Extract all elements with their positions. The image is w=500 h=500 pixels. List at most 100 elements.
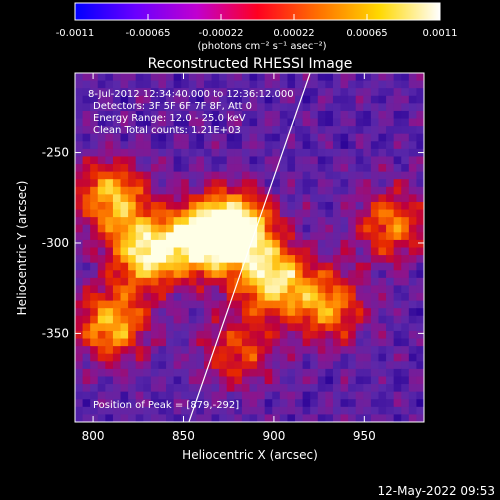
heatmap-cell [340, 308, 349, 317]
heatmap-cell [355, 384, 364, 393]
heatmap-cell [332, 285, 342, 294]
heatmap-cell [249, 330, 258, 340]
heatmap-cell [211, 376, 220, 385]
heatmap-cell [355, 171, 364, 180]
heatmap-cell [234, 361, 243, 370]
heatmap-cell [416, 353, 424, 362]
heatmap-cell [416, 80, 424, 89]
heatmap-cell [196, 186, 205, 195]
heatmap-cell [393, 300, 402, 309]
heatmap-cell [135, 141, 144, 150]
heatmap-cell [408, 293, 418, 302]
heatmap-cell [173, 88, 182, 97]
colorbar-tick-label: 0.0011 [423, 28, 458, 39]
heatmap-cell [173, 179, 182, 188]
colorbar-unit-label: (photons cm⁻² s⁻¹ asec⁻²) [197, 41, 326, 52]
heatmap-cell [378, 293, 387, 302]
heatmap-cell [287, 133, 296, 142]
heatmap-cell [416, 224, 424, 233]
heatmap-cell [257, 308, 266, 317]
heatmap-cell [181, 346, 190, 355]
heatmap-cell [264, 414, 273, 422]
heatmap-cell [196, 270, 205, 279]
heatmap-cell [416, 156, 424, 165]
heatmap-cell [241, 110, 251, 120]
heatmap-cell [112, 103, 122, 112]
heatmap-cell [302, 171, 311, 180]
heatmap-cell [211, 262, 220, 271]
heatmap-cell [234, 126, 243, 135]
heatmap-cell [295, 323, 304, 332]
heatmap-cell [188, 103, 197, 112]
heatmap-cell [181, 194, 190, 203]
heatmap-cell [150, 338, 160, 347]
heatmap-cell [158, 376, 167, 385]
heatmap-cell [348, 391, 357, 400]
heatmap-cell [150, 330, 160, 340]
heatmap-cell [416, 285, 424, 294]
heatmap-cell [363, 103, 372, 112]
heatmap-cell [97, 315, 106, 324]
heatmap-cell [310, 88, 319, 97]
heatmap-cell [408, 255, 418, 264]
heatmap-cell [302, 73, 311, 82]
heatmap-cell [279, 308, 289, 317]
heatmap-cell [135, 103, 144, 112]
heatmap-cell [226, 368, 235, 378]
heatmap-cell [332, 217, 342, 226]
heatmap-cell [82, 308, 91, 317]
heatmap-cell [355, 338, 364, 347]
heatmap-cell [249, 315, 258, 324]
heatmap-cell [272, 255, 281, 264]
heatmap-cell [295, 338, 304, 347]
heatmap-cell [378, 194, 387, 203]
heatmap-cell [416, 391, 424, 400]
heatmap-cell [393, 110, 402, 120]
heatmap-cell [325, 171, 334, 180]
heatmap-cell [370, 73, 380, 82]
heatmap-cell [234, 95, 243, 104]
heatmap-cell [257, 361, 266, 370]
heatmap-cell [332, 232, 342, 241]
heatmap-cell [97, 95, 106, 104]
heatmap-cell [264, 330, 273, 340]
heatmap-cell [287, 186, 296, 195]
heatmap-cell [196, 361, 205, 370]
heatmap-cell [196, 224, 205, 233]
heatmap-cell [279, 376, 289, 385]
heatmap-cell [166, 247, 175, 256]
heatmap-cell [408, 209, 418, 218]
heatmap-cell [348, 141, 357, 150]
heatmap-cell [211, 224, 220, 233]
heatmap-cell [75, 194, 84, 203]
heatmap-cell [219, 118, 228, 127]
heatmap-cell [310, 262, 319, 271]
heatmap-cell [241, 361, 251, 370]
heatmap-cell [340, 391, 349, 400]
heatmap-cell [188, 330, 197, 340]
heatmap-cell [135, 232, 144, 241]
heatmap-cell [317, 186, 326, 195]
heatmap-cell [241, 277, 251, 287]
heatmap-cell [393, 217, 402, 226]
heatmap-cell [363, 148, 372, 158]
heatmap-cell [219, 270, 228, 279]
heatmap-cell [90, 239, 99, 249]
heatmap-cell [128, 194, 137, 203]
heatmap-cell [75, 110, 84, 120]
heatmap-cell [348, 277, 357, 287]
heatmap-cell [378, 88, 387, 97]
heatmap-cell [158, 406, 167, 416]
heatmap-cell [355, 262, 364, 271]
heatmap-cell [401, 399, 410, 408]
heatmap-cell [386, 164, 395, 173]
heatmap-cell [310, 194, 319, 203]
heatmap-cell [363, 353, 372, 362]
x-tick-label: 950 [353, 429, 376, 443]
heatmap-cell [173, 224, 182, 233]
heatmap-cell [219, 361, 228, 370]
heatmap-cell [166, 148, 175, 158]
heatmap-cell [287, 308, 296, 317]
heatmap-cell [211, 118, 220, 127]
heatmap-cell [135, 110, 144, 120]
